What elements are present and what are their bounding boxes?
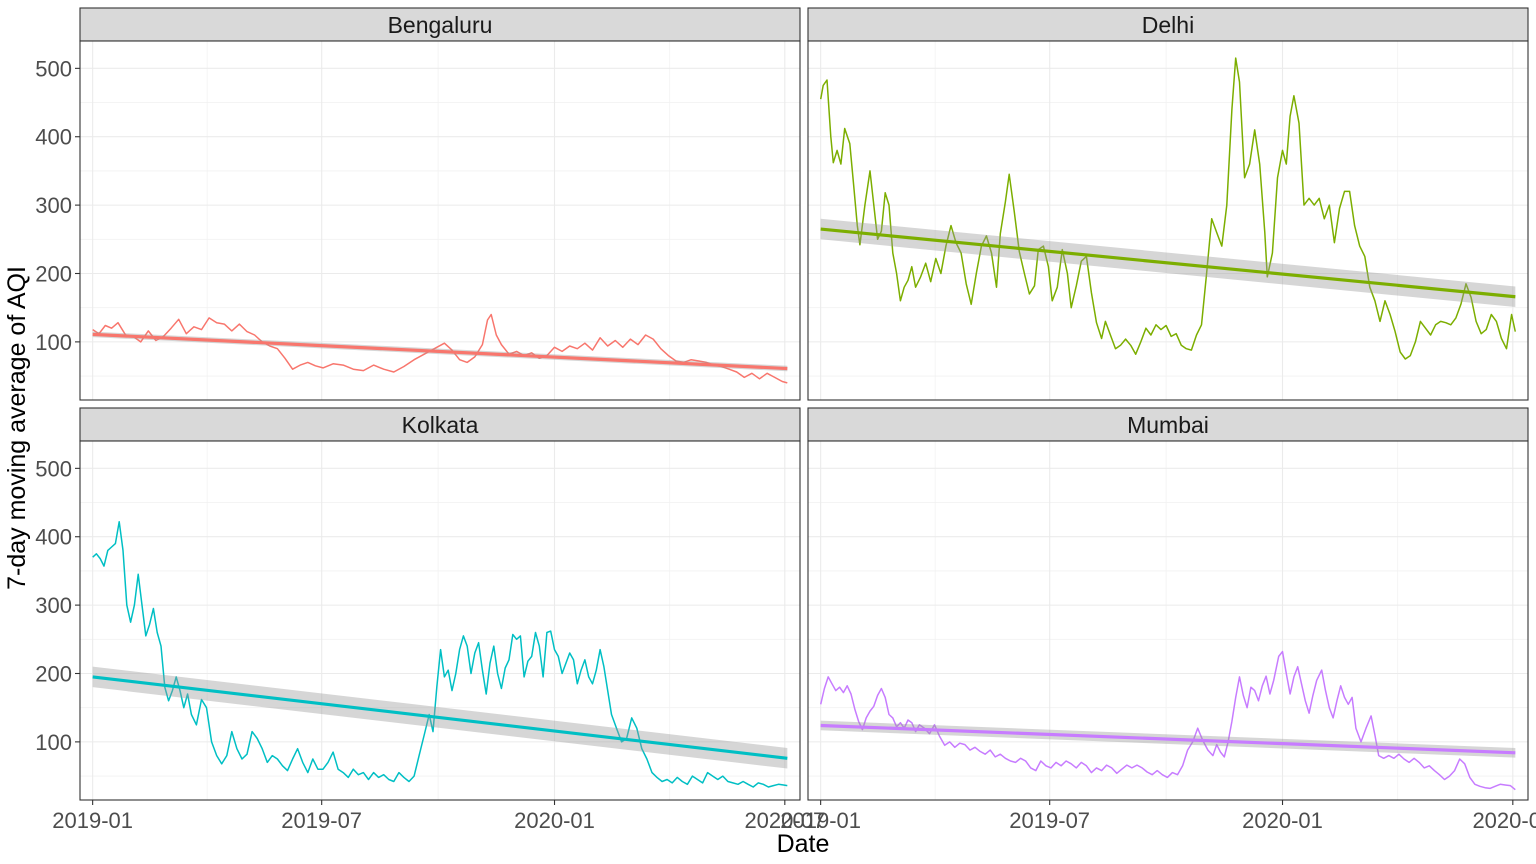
trend-line-bengaluru bbox=[92, 332, 788, 371]
trend-line-mumbai bbox=[820, 723, 1516, 755]
strip-label-kolkata: Kolkata bbox=[402, 412, 479, 438]
plot-area-delhi bbox=[808, 41, 1528, 400]
panel-kolkata: Kolkata bbox=[79, 407, 801, 801]
series-line-bengaluru bbox=[92, 313, 788, 384]
strip-label-bengaluru: Bengaluru bbox=[388, 12, 493, 38]
y-axes: 100 200 300 400 500 100 200 300 400 500 bbox=[35, 56, 80, 755]
strip-mumbai bbox=[807, 407, 1529, 442]
plot-area-kolkata bbox=[80, 441, 800, 800]
gridlines-mumbai bbox=[808, 441, 1528, 800]
y-tick-label: 400 bbox=[35, 125, 72, 150]
panels: Bengaluru Delhi Kolkata Mumbai bbox=[79, 7, 1529, 801]
strip-bengaluru bbox=[79, 7, 801, 42]
y-tick-label: 200 bbox=[35, 261, 72, 286]
y-tick-label: 500 bbox=[35, 456, 72, 481]
panel-delhi: Delhi bbox=[807, 7, 1529, 401]
strip-kolkata bbox=[79, 407, 801, 442]
series-line-delhi bbox=[819, 57, 1517, 360]
panel-border-delhi bbox=[807, 40, 1529, 401]
panel-border-bengaluru bbox=[79, 40, 801, 401]
trend-line-delhi bbox=[820, 227, 1516, 299]
y-tick-label: 400 bbox=[35, 525, 72, 550]
x-tick-label: 2019-01 bbox=[52, 808, 133, 833]
x-tick-label: 2020-07 bbox=[1472, 808, 1536, 833]
panel-border-mumbai bbox=[807, 440, 1529, 801]
x-axis-title: Date bbox=[777, 830, 830, 858]
y-tick-label: 100 bbox=[35, 730, 72, 755]
gridlines-kolkata bbox=[80, 441, 800, 800]
series-line-kolkata bbox=[92, 520, 788, 788]
panel-mumbai: Mumbai bbox=[807, 407, 1529, 801]
x-tick-label: 2019-01 bbox=[780, 808, 861, 833]
panel-border-kolkata bbox=[79, 440, 801, 801]
x-tick-label: 2020-07 bbox=[744, 808, 825, 833]
panel-bengaluru: Bengaluru bbox=[79, 7, 801, 401]
x-tick-label: 2020-01 bbox=[514, 808, 595, 833]
y-axis-title: 7-day moving average of AQI bbox=[3, 266, 31, 590]
y-tick-label: 300 bbox=[35, 593, 72, 618]
x-tick-label: 2019-07 bbox=[281, 808, 362, 833]
strip-label-delhi: Delhi bbox=[1142, 12, 1194, 38]
trend-line-kolkata bbox=[92, 675, 788, 760]
y-tick-label: 300 bbox=[35, 193, 72, 218]
y-tick-label: 100 bbox=[35, 330, 72, 355]
gridlines-bengaluru bbox=[80, 41, 800, 400]
y-tick-label: 500 bbox=[35, 56, 72, 81]
y-tick-label: 200 bbox=[35, 661, 72, 686]
x-tick-label: 2019-07 bbox=[1009, 808, 1090, 833]
strip-label-mumbai: Mumbai bbox=[1127, 412, 1209, 438]
x-tick-label: 2020-01 bbox=[1242, 808, 1323, 833]
strip-delhi bbox=[807, 7, 1529, 42]
